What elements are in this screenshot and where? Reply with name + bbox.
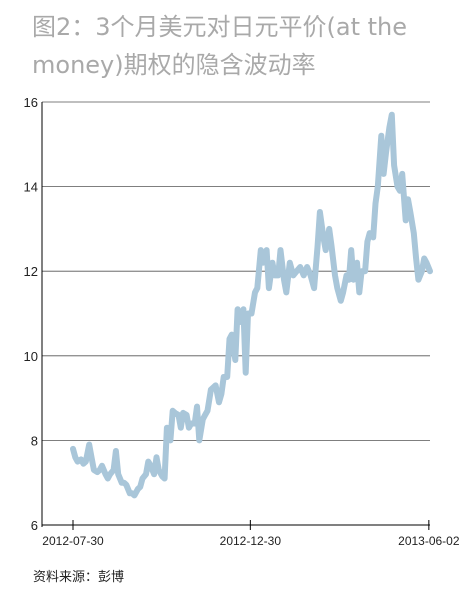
- y-tick-label: 8: [31, 433, 38, 448]
- x-tick-label: 2012-12-30: [220, 534, 282, 548]
- x-tick-label: 2013-06-02: [398, 534, 460, 548]
- source-note: 资料来源：彭博: [33, 570, 125, 585]
- y-tick-label: 16: [24, 95, 38, 110]
- x-tick-label: 2012-07-30: [42, 534, 104, 548]
- chart-title: 图2：3个月美元对日元平价(at the money)期权的隐含波动率: [32, 13, 408, 79]
- y-tick-label: 6: [31, 518, 38, 533]
- volatility-series-line: [70, 111, 433, 499]
- y-axis: 6 8 10 12 14 16: [24, 95, 43, 533]
- y-tick-label: 12: [24, 264, 38, 279]
- grid-lines: [42, 101, 430, 441]
- y-tick-label: 10: [24, 349, 38, 364]
- x-axis: 2012-07-30 2012-12-30 2013-06-02: [42, 520, 460, 548]
- y-tick-label: 14: [24, 180, 38, 195]
